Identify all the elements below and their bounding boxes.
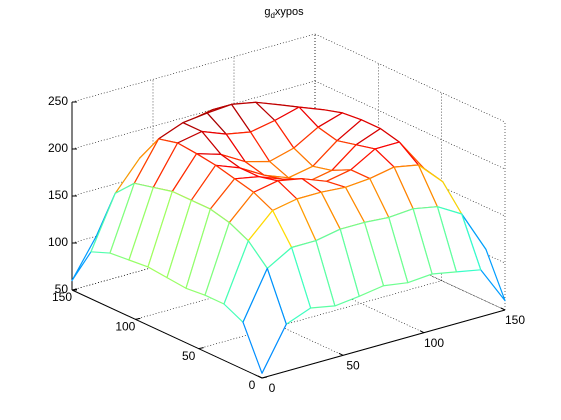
title-rest: xypos [275, 6, 304, 18]
mesh-cell [242, 267, 287, 374]
y-tick [135, 317, 141, 320]
grid-line [314, 80, 506, 170]
y-tick-label: 100 [115, 320, 135, 334]
x-tick [338, 352, 344, 356]
z-tick-label: 100 [48, 235, 68, 249]
x-tick [500, 307, 506, 311]
z-tick-label: 50 [55, 282, 69, 296]
grid-line [314, 221, 506, 311]
z-tick-label: 200 [48, 141, 68, 155]
title-subscript: d [270, 11, 274, 20]
title-base: g [264, 6, 270, 18]
y-tick [71, 288, 78, 291]
y-tick-label: 50 [182, 349, 196, 363]
grid-line [71, 80, 316, 150]
grid-line [314, 33, 506, 123]
grid-line [71, 33, 316, 103]
z-tick-label: 250 [48, 94, 68, 108]
x-tick-label: 100 [424, 336, 444, 350]
chart-title: gdxypos [264, 6, 304, 20]
y-tick-label: 150 [52, 290, 72, 304]
grid-line [198, 280, 442, 349]
z-tick-label: 150 [48, 188, 68, 202]
y-tick-label: 0 [249, 378, 256, 392]
x-tick-label: 150 [505, 313, 525, 327]
x-axis [261, 309, 506, 379]
y-tick [198, 347, 204, 350]
grid-line [314, 127, 506, 217]
x-tick-label: 0 [269, 381, 276, 395]
x-tick [257, 375, 263, 379]
x-tick [419, 330, 425, 334]
x-tick-label: 50 [346, 359, 360, 373]
y-axis [71, 289, 263, 379]
y-tick [261, 376, 268, 379]
